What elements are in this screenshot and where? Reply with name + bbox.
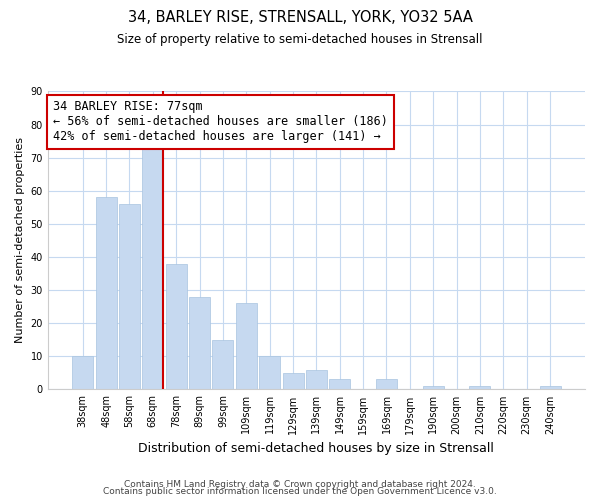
Text: Contains public sector information licensed under the Open Government Licence v3: Contains public sector information licen… xyxy=(103,487,497,496)
Text: 34 BARLEY RISE: 77sqm
← 56% of semi-detached houses are smaller (186)
42% of sem: 34 BARLEY RISE: 77sqm ← 56% of semi-deta… xyxy=(53,100,388,144)
Bar xyxy=(329,380,350,390)
Bar xyxy=(376,380,397,390)
Bar xyxy=(189,296,210,390)
Bar xyxy=(119,204,140,390)
Bar xyxy=(283,373,304,390)
Bar xyxy=(539,386,560,390)
Bar xyxy=(236,304,257,390)
X-axis label: Distribution of semi-detached houses by size in Strensall: Distribution of semi-detached houses by … xyxy=(139,442,494,455)
Bar xyxy=(469,386,490,390)
Text: Size of property relative to semi-detached houses in Strensall: Size of property relative to semi-detach… xyxy=(117,32,483,46)
Bar xyxy=(72,356,93,390)
Bar xyxy=(166,264,187,390)
Bar xyxy=(142,141,163,390)
Bar xyxy=(95,198,116,390)
Bar xyxy=(423,386,444,390)
Bar xyxy=(306,370,327,390)
Bar xyxy=(212,340,233,390)
Text: Contains HM Land Registry data © Crown copyright and database right 2024.: Contains HM Land Registry data © Crown c… xyxy=(124,480,476,489)
Y-axis label: Number of semi-detached properties: Number of semi-detached properties xyxy=(15,138,25,344)
Bar xyxy=(259,356,280,390)
Text: 34, BARLEY RISE, STRENSALL, YORK, YO32 5AA: 34, BARLEY RISE, STRENSALL, YORK, YO32 5… xyxy=(128,10,472,25)
